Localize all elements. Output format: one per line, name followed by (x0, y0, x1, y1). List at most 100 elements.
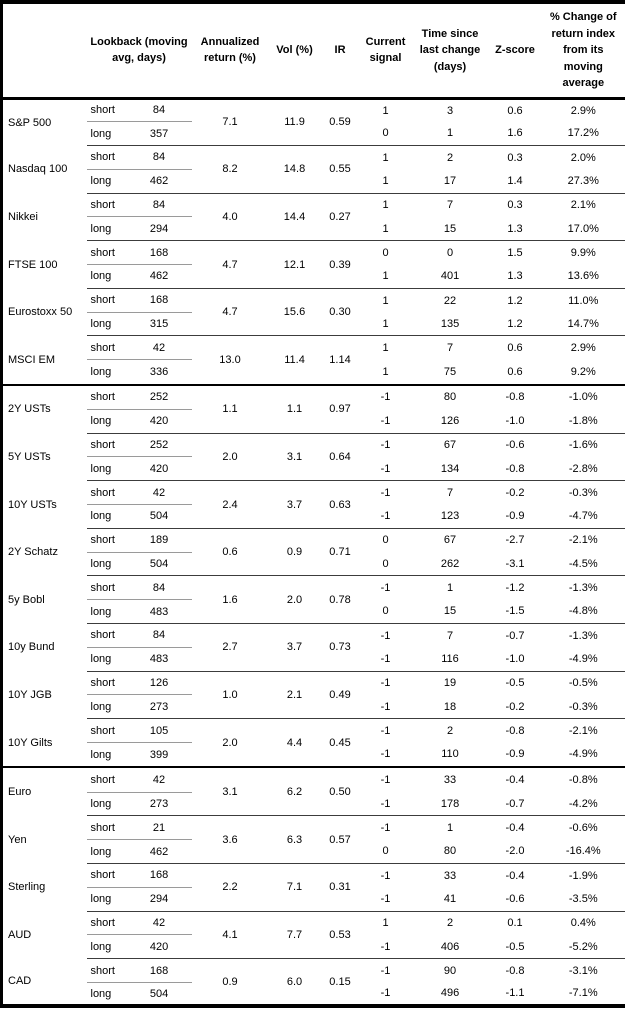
lookback-value: 336 (149, 365, 169, 378)
time-since-change-value: 3 (446, 104, 454, 117)
ir-value: 0.30 (320, 288, 360, 337)
asset-row-long: long 462 1 17 1.4 27.3% (2, 169, 625, 194)
time-since-change-value: 33 (443, 869, 457, 882)
annualized-return-value: 2.7 (191, 623, 269, 672)
time-since-change-value: 406 (411, 934, 489, 960)
z-score-value: 0.6 (507, 365, 523, 378)
z-score-value: -0.4 (505, 822, 525, 835)
pct-change-value: -1.0% (568, 391, 598, 404)
pct-change-value: 17.2% (541, 121, 625, 147)
z-score-value: -0.7 (505, 629, 525, 642)
ir-value: 0.39 (320, 240, 360, 289)
column-header-annualized-return: Annualized return (%) (200, 35, 260, 65)
row-label-short: short (86, 528, 127, 553)
asset-group: Nikkei short 84 4.0 14.4 0.27 1 7 0.3 2.… (2, 193, 625, 242)
lookback-value: 273 (126, 792, 192, 817)
asset-name: 5Y USTs (8, 450, 51, 463)
time-since-change-value: 75 (443, 365, 457, 378)
z-score-value: 1.2 (488, 312, 542, 337)
asset-row-long: long 420 -1 406 -0.5 -5.2% (2, 934, 625, 960)
asset-name: FTSE 100 (8, 258, 58, 271)
time-since-change-value: 17 (411, 169, 489, 194)
annualized-return-value: 2.4 (191, 480, 269, 529)
z-score-value: -0.9 (505, 748, 525, 761)
current-signal-value: 1 (382, 199, 389, 212)
lookback-value: 252 (126, 433, 192, 458)
ir-value: 0.78 (320, 575, 360, 625)
asset-row-long: long 420 -1 134 -0.8 -2.8% (2, 456, 625, 482)
time-since-change-value: 33 (443, 774, 457, 787)
row-label-short: short (86, 815, 127, 841)
z-score-value: -0.9 (488, 504, 542, 529)
asset-name: Nikkei (8, 210, 38, 223)
lookback-value: 168 (126, 288, 192, 313)
pct-change-value: -1.3% (568, 629, 598, 642)
current-signal-value: -1 (359, 887, 412, 912)
lookback-value: 462 (126, 839, 192, 864)
time-since-change-value: 123 (411, 504, 489, 529)
pct-change-value: -4.2% (541, 792, 625, 817)
current-signal-value: -1 (359, 504, 412, 529)
lookback-value: 168 (126, 240, 192, 266)
lookback-value: 84 (126, 623, 192, 648)
time-since-change-value: 110 (441, 748, 459, 761)
z-score-value: 0.3 (507, 199, 523, 212)
z-score-value: -1.0 (488, 647, 542, 672)
asset-row-long: long 294 -1 41 -0.6 -3.5% (2, 887, 625, 912)
asset-group: 10Y JGB short 126 1.0 2.1 0.49 -1 19 -0.… (2, 671, 625, 720)
asset-name: 2Y Schatz (8, 546, 58, 559)
time-since-change-value: 178 (411, 792, 489, 817)
current-signal-value: -1 (380, 582, 391, 595)
z-score-value: -0.6 (488, 887, 542, 912)
lookback-value: 42 (126, 911, 192, 936)
time-since-change-value: 116 (411, 647, 489, 672)
asset-group: CAD short 168 0.9 6.0 0.15 -1 90 -0.8 -3… (2, 958, 625, 1007)
asset-name: Sterling (8, 881, 46, 894)
time-since-change-value: 0 (446, 246, 454, 259)
annualized-return-value: 8.2 (191, 145, 269, 194)
column-header-lookback: Lookback (moving avg, days) (90, 35, 188, 65)
annualized-return-value: 2.0 (222, 736, 238, 749)
lookback-value: 42 (126, 768, 192, 793)
pct-change-value: 2.9% (570, 342, 596, 355)
ir-value: 0.45 (329, 736, 351, 749)
z-score-value: -2.7 (505, 534, 525, 547)
current-signal-value: -1 (359, 694, 412, 720)
current-signal-value: -1 (359, 456, 412, 482)
ir-value: 0.55 (320, 145, 360, 194)
pct-change-value: 17.0% (541, 216, 625, 242)
lookback-value: 42 (126, 480, 192, 506)
z-score-value: -0.4 (505, 869, 525, 882)
asset-group: AUD short 42 4.1 7.7 0.53 1 2 0.1 0.4% l… (2, 911, 625, 960)
vol-value: 3.7 (268, 623, 321, 672)
current-signal-value: -1 (380, 869, 391, 882)
annualized-return-value: 2.0 (191, 433, 269, 482)
ir-value: 0.27 (320, 193, 360, 242)
asset-row-short: Sterling short 168 2.2 7.1 0.31 -1 33 -0… (2, 863, 625, 912)
asset-row-long: long 483 -1 116 -1.0 -4.9% (2, 647, 625, 672)
row-label-short: short (86, 385, 127, 410)
lookback-value: 84 (126, 98, 192, 123)
lookback-value: 357 (126, 121, 192, 147)
z-score-value: -1.5 (488, 599, 542, 625)
asset-row-short: 5Y USTs short 252 2.0 3.1 0.64 -1 67 -0.… (2, 433, 625, 482)
lookback-value: 462 (126, 169, 192, 194)
current-signal-value: 1 (382, 342, 389, 355)
time-since-change-value: 7 (446, 199, 454, 212)
asset-row-long: long 504 -1 496 -1.1 -7.1% (2, 982, 625, 1006)
vol-value: 3.7 (268, 480, 321, 529)
asset-group: Eurostoxx 50 short 168 4.7 15.6 0.30 1 2… (2, 288, 625, 337)
z-score-value: -0.2 (488, 694, 542, 720)
asset-name: 10Y JGB (8, 688, 52, 701)
asset-row-long: long 273 -1 178 -0.7 -4.2% (2, 792, 625, 817)
time-since-change-value: 67 (443, 534, 457, 547)
row-label-long: long (90, 987, 112, 1000)
pct-change-value: -0.3% (568, 486, 598, 499)
time-since-change-value: 1 (411, 121, 489, 147)
time-since-change-value: 401 (411, 264, 489, 289)
vol-value: 6.3 (268, 815, 321, 864)
current-signal-value: 0 (382, 246, 389, 259)
asset-group: FTSE 100 short 168 4.7 12.1 0.39 0 0 1.5… (2, 240, 625, 289)
vol-value: 6.2 (268, 768, 321, 817)
